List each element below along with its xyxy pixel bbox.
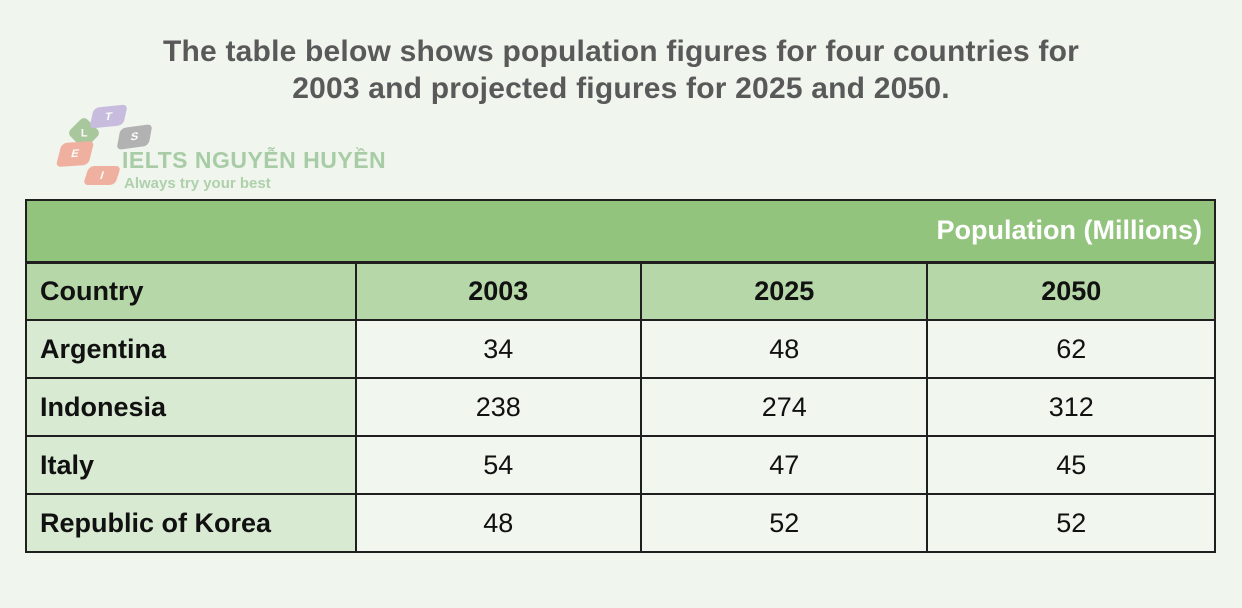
table-row: Italy 54 47 45 [25,435,1216,495]
brand-tagline: Always try your best [124,175,271,192]
unit-header-cell: Population (Millions) [25,199,1216,264]
column-header-2050: 2050 [926,261,1216,321]
value-cell: 48 [640,319,929,379]
task-title-line1: The table below shows population figures… [163,35,1079,68]
value-cell: 47 [640,435,929,495]
table-unit-header-row: Population (Millions) [25,199,1216,264]
logo-letter-i-icon: I [82,166,122,185]
country-name-cell: Italy [25,435,357,495]
value-cell: 238 [354,377,643,437]
brand-logo: L T S E I IELTS NGUYỄN HUYỀN Always try … [55,95,395,195]
column-header-2003: 2003 [354,261,643,321]
table-row: Indonesia 238 274 312 [25,377,1216,437]
logo-letter-e-icon: E [55,140,95,168]
task-title: The table below shows population figures… [40,33,1202,107]
task-title-line2: 2003 and projected figures for 2025 and … [292,72,950,105]
table-column-header-row: Country 2003 2025 2050 [25,261,1216,321]
brand-name: IELTS NGUYỄN HUYỀN [122,147,387,173]
country-name-cell: Argentina [25,319,357,379]
country-name-cell: Indonesia [25,377,357,437]
value-cell: 52 [640,493,929,553]
value-cell: 52 [926,493,1216,553]
table-row: Argentina 34 48 62 [25,319,1216,379]
page: { "title": { "line1": "The table below s… [0,33,1242,608]
value-cell: 34 [354,319,643,379]
value-cell: 62 [926,319,1216,379]
value-cell: 45 [926,435,1216,495]
value-cell: 274 [640,377,929,437]
column-header-2025: 2025 [640,261,929,321]
value-cell: 48 [354,493,643,553]
population-table: Population (Millions) Country 2003 2025 … [25,199,1216,553]
logo-letter-t-icon: T [89,104,128,129]
value-cell: 54 [354,435,643,495]
value-cell: 312 [926,377,1216,437]
column-header-country: Country [25,261,357,321]
country-name-cell: Republic of Korea [25,493,357,553]
table-row: Republic of Korea 48 52 52 [25,493,1216,553]
